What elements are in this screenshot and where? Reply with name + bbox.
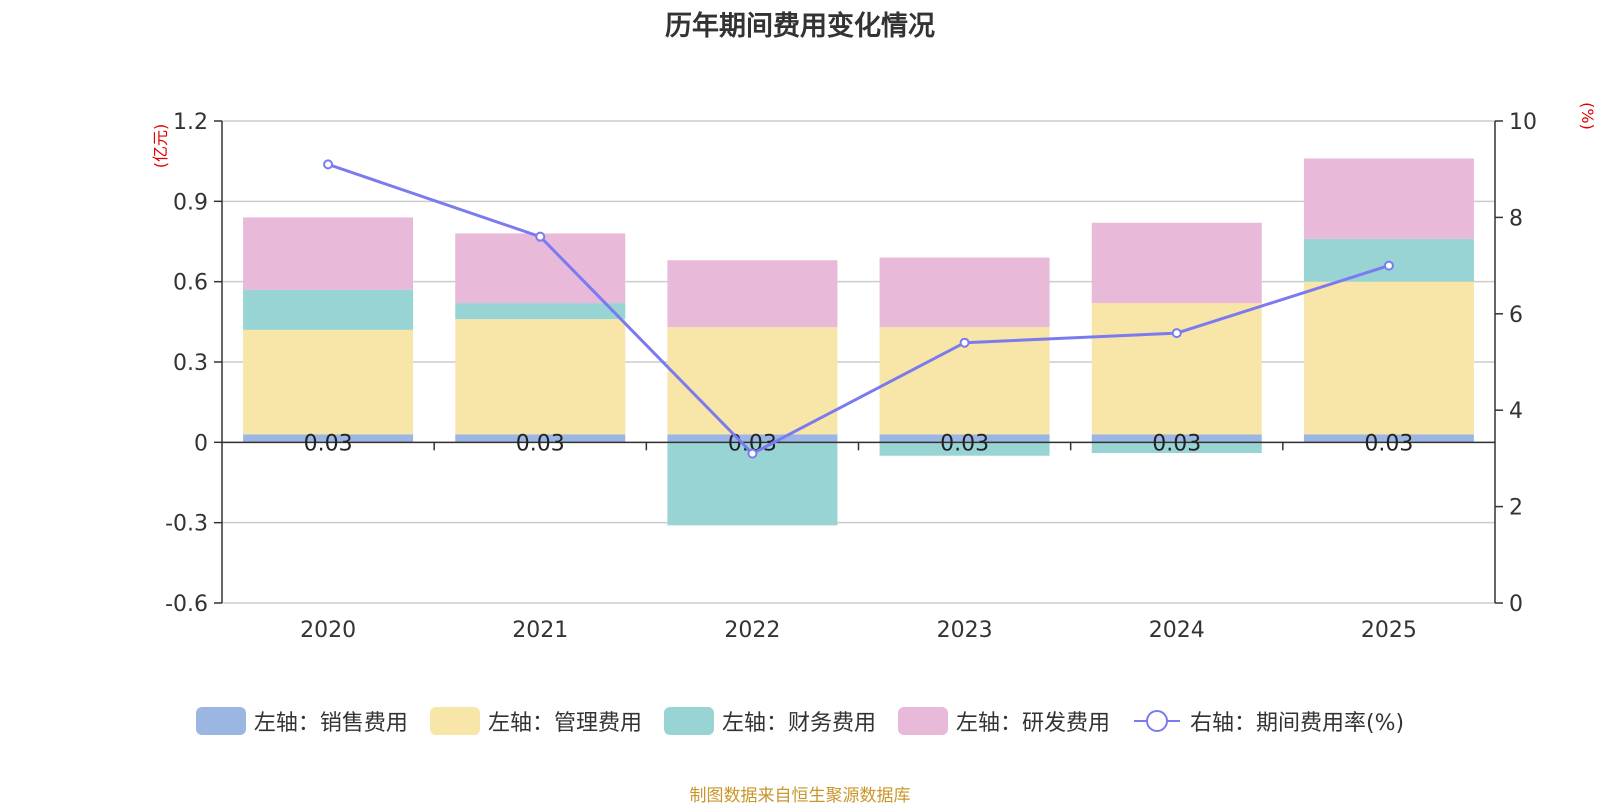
bar-1-2022 [667, 327, 838, 435]
right-axis-tick-label: 2 [1509, 496, 1523, 521]
left-axis-unit: (亿元) [151, 124, 170, 169]
data-label-sales-2023: 0.03 [940, 431, 989, 456]
x-axis-label-2022: 2022 [724, 618, 780, 643]
bar-1-2025 [1303, 281, 1474, 435]
bar-0-2023 [879, 434, 1050, 443]
x-axis-label-2023: 2023 [937, 618, 993, 643]
bar-0-2020 [243, 434, 414, 443]
legend-item-ratio[interactable]: 右轴：期间费用率(%) [1132, 705, 1404, 737]
bar-2-2024 [1091, 442, 1262, 454]
bar-2-2020 [243, 289, 414, 330]
legend-item-rnd[interactable]: 左轴：研发费用 [897, 705, 1110, 737]
x-axis-label-2025: 2025 [1361, 618, 1417, 643]
bar-1-2024 [1091, 303, 1262, 435]
left-axis-tick-label: -0.6 [165, 592, 208, 617]
legend-swatch-admin [429, 707, 480, 735]
bar-2-2021 [455, 303, 626, 320]
bar-0-2024 [1091, 434, 1262, 443]
bar-3-2025 [1303, 158, 1474, 239]
bar-2-2023 [879, 442, 1050, 456]
legend-label-finance: 左轴：财务费用 [721, 711, 876, 736]
x-axis-label-2020: 2020 [300, 618, 356, 643]
legend-label-rnd: 左轴：研发费用 [955, 711, 1110, 736]
ratio-point-2022 [747, 448, 758, 459]
legend-label-admin: 左轴：管理费用 [487, 711, 642, 736]
data-source-note: 制图数据来自恒生聚源数据库 [689, 786, 911, 806]
right-axis-tick-label: 4 [1509, 399, 1523, 424]
legend: 左轴：销售费用 左轴：管理费用 左轴：财务费用 左轴：研发费用 右轴：期间费用率… [0, 705, 1600, 737]
left-axis-tick-label: 0 [194, 431, 208, 456]
bar-3-2020 [243, 217, 414, 290]
left-axis-tick-label: 0.6 [173, 271, 208, 296]
bar-0-2025 [1303, 434, 1474, 443]
right-axis-unit: (%) [1578, 102, 1597, 130]
right-axis-tick-label: 10 [1509, 110, 1537, 135]
chart-title: 历年期间费用变化情况 [665, 11, 935, 42]
right-axis-tick-label: 8 [1509, 206, 1523, 231]
bar-3-2023 [879, 257, 1050, 328]
bar-3-2022 [667, 260, 838, 328]
ratio-point-2025 [1383, 260, 1394, 271]
left-axis-tick-label: 0.3 [173, 351, 208, 376]
right-axis-tick-label: 0 [1509, 592, 1523, 617]
ratio-point-2021 [535, 231, 546, 242]
data-label-sales-2020: 0.03 [304, 431, 353, 456]
data-label-sales-2021: 0.03 [516, 431, 565, 456]
x-axis-label-2024: 2024 [1149, 618, 1205, 643]
bar-1-2020 [243, 329, 414, 435]
bar-0-2021 [455, 434, 626, 443]
ratio-point-2020 [323, 159, 334, 170]
x-axis-label-2021: 2021 [512, 618, 568, 643]
ratio-line [327, 162, 1390, 456]
ratio-point-2023 [959, 337, 970, 348]
legend-swatch-finance [663, 707, 714, 735]
bar-0-2022 [667, 434, 838, 443]
chart-area: 0.03 0.03 0.03 0.03 0.03 0.03-0.6-0.300.30.60… [151, 102, 1597, 643]
left-axis-tick-label: 1.2 [173, 110, 208, 135]
bar-3-2024 [1091, 222, 1262, 304]
legend-label-ratio: 右轴：期间费用率(%) [1189, 711, 1405, 736]
right-axis-tick-label: 6 [1509, 303, 1523, 328]
ratio-point-2024 [1171, 328, 1182, 339]
legend-item-admin[interactable]: 左轴：管理费用 [429, 705, 642, 737]
legend-swatch-sales [195, 707, 246, 735]
legend-label-sales: 左轴：销售费用 [253, 711, 408, 736]
legend-item-sales[interactable]: 左轴：销售费用 [195, 705, 408, 737]
bar-1-2021 [455, 319, 626, 435]
bar-3-2021 [455, 233, 626, 304]
left-axis-tick-label: -0.3 [165, 512, 208, 537]
bar-2-2025 [1303, 238, 1474, 282]
legend-item-finance[interactable]: 左轴：财务费用 [663, 705, 876, 737]
data-label-sales-2024: 0.03 [1152, 431, 1201, 456]
data-label-sales-2025: 0.03 [1364, 431, 1413, 456]
legend-swatch-rnd [897, 707, 948, 735]
left-axis-tick-label: 0.9 [173, 190, 208, 215]
legend-swatch-ratio-icon [1133, 710, 1180, 732]
